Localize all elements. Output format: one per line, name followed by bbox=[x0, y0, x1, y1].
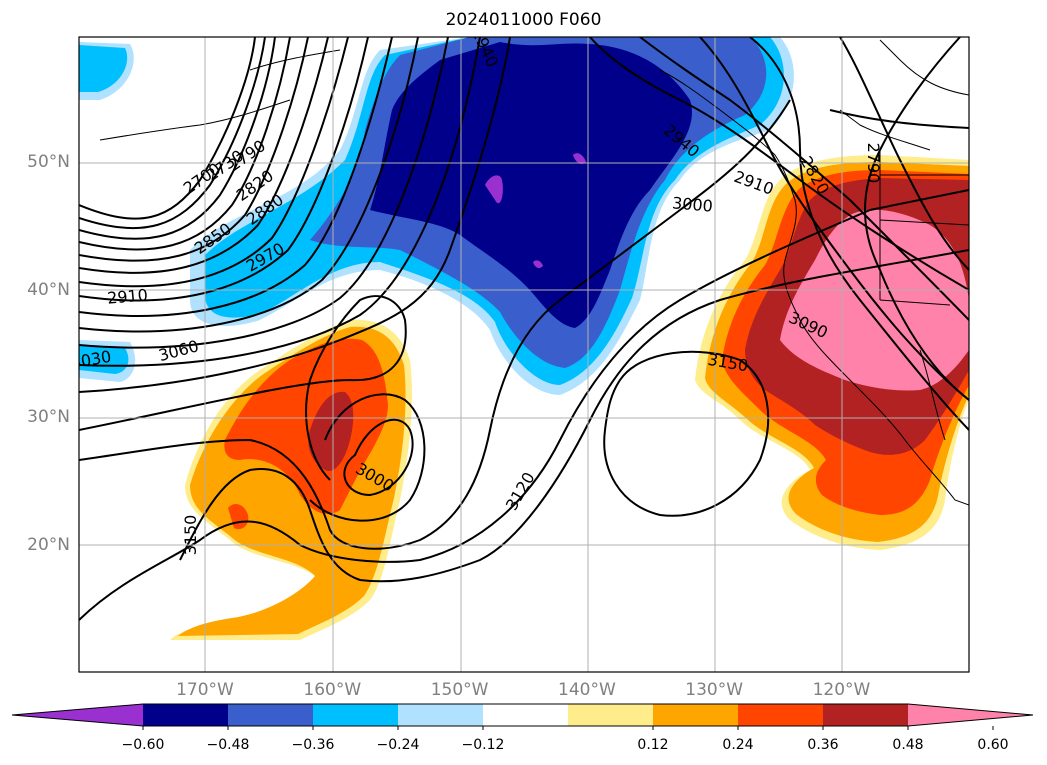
coastlines bbox=[99, 39, 969, 506]
colorbar-tick-label: −0.36 bbox=[291, 737, 335, 753]
grid-lines bbox=[79, 37, 969, 672]
map-frame bbox=[78, 36, 970, 673]
colorbar-segment bbox=[483, 704, 568, 726]
lon-label: 170°W bbox=[176, 680, 234, 700]
colorbar-tick-label: 0.36 bbox=[807, 737, 839, 753]
colorbar-tick-label: 0.48 bbox=[892, 737, 924, 753]
colorbar-tick-label: 0.24 bbox=[722, 737, 754, 753]
colorbar-segment bbox=[313, 704, 398, 726]
contour-label: 2790 bbox=[864, 143, 883, 184]
colorbar-tick-label: −0.48 bbox=[206, 737, 250, 753]
lon-label: 130°W bbox=[685, 680, 744, 700]
colorbar-segment bbox=[143, 704, 228, 726]
contour-label: 3000 bbox=[671, 193, 713, 215]
lat-label: 50°N bbox=[27, 152, 70, 172]
contour-label: 2910 bbox=[106, 285, 148, 307]
colorbar-segment bbox=[398, 704, 483, 726]
colorbar-segment bbox=[738, 704, 823, 726]
positive-anomaly-east bbox=[695, 155, 969, 550]
negative-anomaly-region bbox=[79, 37, 794, 395]
map-plot-area: 2700273027902820285028802910294029703000… bbox=[79, 37, 969, 672]
colorbar-tick-label: −0.60 bbox=[121, 737, 165, 753]
colorbar-extend-low bbox=[12, 704, 143, 726]
lon-label: 150°W bbox=[430, 680, 489, 700]
lon-label: 140°W bbox=[558, 680, 616, 700]
colorbar-tick-label: −0.12 bbox=[461, 737, 505, 753]
lat-label: 30°N bbox=[27, 407, 70, 427]
colorbar-segment bbox=[823, 704, 908, 726]
colorbar-segment bbox=[228, 704, 313, 726]
map-title: 2024011000 F060 bbox=[445, 10, 602, 30]
colorbar-extend-high bbox=[908, 704, 1033, 726]
lat-label: 40°N bbox=[27, 279, 70, 300]
colorbar-tick-label: −0.24 bbox=[376, 737, 420, 753]
lon-label: 120°W bbox=[812, 680, 871, 700]
colorbar-tick-label: 0.60 bbox=[977, 737, 1009, 753]
lat-label: 20°N bbox=[27, 534, 70, 555]
colorbar bbox=[11, 703, 1034, 730]
height-contours bbox=[79, 37, 969, 621]
contour-label: 3150 bbox=[181, 515, 200, 556]
colorbar-segment bbox=[568, 704, 653, 726]
colorbar-segment bbox=[653, 704, 738, 726]
lon-label: 160°W bbox=[303, 680, 362, 700]
colorbar-tick-label: 0.12 bbox=[637, 737, 669, 753]
